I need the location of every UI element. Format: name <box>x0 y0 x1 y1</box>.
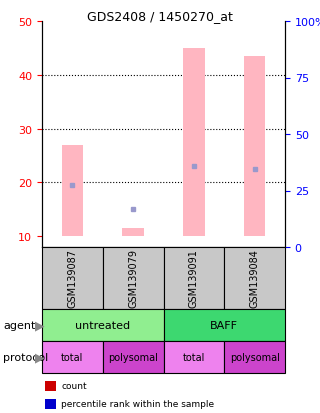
Bar <box>42 309 164 341</box>
Text: agent: agent <box>3 320 36 330</box>
Text: percentile rank within the sample: percentile rank within the sample <box>61 399 214 408</box>
Bar <box>244 57 265 237</box>
Text: count: count <box>61 382 87 391</box>
Text: ▶: ▶ <box>35 351 45 363</box>
Text: polysomal: polysomal <box>108 352 158 362</box>
Text: GDS2408 / 1450270_at: GDS2408 / 1450270_at <box>87 10 233 23</box>
Text: untreated: untreated <box>75 320 130 330</box>
Bar <box>164 309 285 341</box>
Text: total: total <box>183 352 205 362</box>
Text: GSM139084: GSM139084 <box>250 249 260 308</box>
Text: GSM139087: GSM139087 <box>68 249 77 308</box>
Text: polysomal: polysomal <box>230 352 280 362</box>
Text: ▶: ▶ <box>35 319 45 332</box>
Bar <box>224 247 285 309</box>
Bar <box>164 341 224 373</box>
Bar <box>42 247 103 309</box>
Text: protocol: protocol <box>3 352 48 362</box>
Text: BAFF: BAFF <box>210 320 238 330</box>
Bar <box>62 145 83 237</box>
Text: GSM139091: GSM139091 <box>189 249 199 308</box>
Bar <box>103 247 164 309</box>
Bar <box>42 341 103 373</box>
Bar <box>183 49 204 237</box>
Bar <box>164 247 224 309</box>
Bar <box>103 341 164 373</box>
Bar <box>224 341 285 373</box>
Bar <box>123 229 144 237</box>
Text: GSM139079: GSM139079 <box>128 249 138 308</box>
Text: total: total <box>61 352 84 362</box>
